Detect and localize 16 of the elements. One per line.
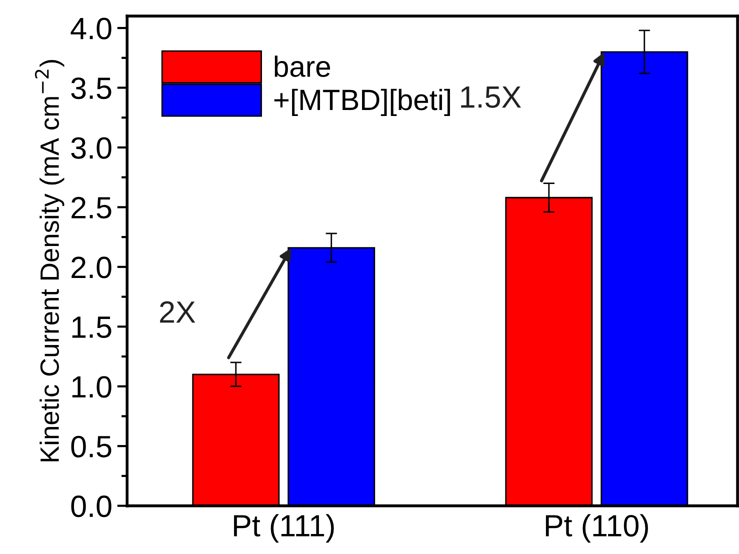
y-tick-label: 3.0 (71, 137, 112, 159)
y-tick-label: 0.5 (71, 436, 112, 458)
y-tick-label: 2.0 (72, 256, 112, 278)
annotation: 1.5X (461, 86, 522, 108)
x-tick-label: Pt (111) (234, 514, 334, 543)
y-axis-title: Kinetic Current Density (mA cm$^{−2}$) (34, 60, 64, 462)
y-tick-label: 2.5 (72, 196, 112, 219)
legend-label: bare (274, 56, 330, 78)
y-tick-label: 4.0 (70, 18, 112, 40)
x-tick-label: Pt (110) (546, 514, 648, 543)
y-tick-label: 1.5 (72, 316, 112, 338)
y-tick-label: 0.0 (71, 496, 112, 518)
y-tick-label: 3.5 (71, 77, 112, 100)
annotation: 2X (160, 301, 196, 323)
y-tick-label: 1.0 (72, 376, 112, 398)
legend-label: +[MTBD][beti] (274, 88, 450, 116)
